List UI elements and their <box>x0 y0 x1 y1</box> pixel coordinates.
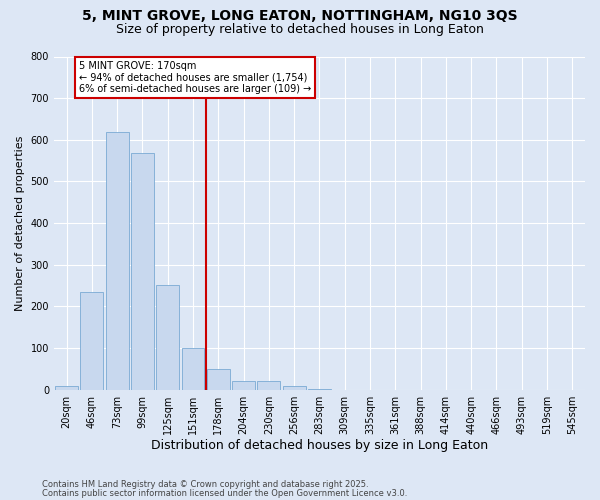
Text: 5 MINT GROVE: 170sqm
← 94% of detached houses are smaller (1,754)
6% of semi-det: 5 MINT GROVE: 170sqm ← 94% of detached h… <box>79 60 311 94</box>
Bar <box>131 153 154 390</box>
Bar <box>80 292 103 390</box>
Bar <box>55 386 78 390</box>
Bar <box>257 380 280 390</box>
Text: Contains public sector information licensed under the Open Government Licence v3: Contains public sector information licen… <box>42 488 407 498</box>
Bar <box>157 285 179 390</box>
Bar <box>283 386 305 390</box>
Bar <box>106 132 128 390</box>
Text: Size of property relative to detached houses in Long Eaton: Size of property relative to detached ho… <box>116 22 484 36</box>
Y-axis label: Number of detached properties: Number of detached properties <box>15 136 25 311</box>
Text: 5, MINT GROVE, LONG EATON, NOTTINGHAM, NG10 3QS: 5, MINT GROVE, LONG EATON, NOTTINGHAM, N… <box>82 9 518 23</box>
Bar <box>232 380 255 390</box>
Bar <box>308 389 331 390</box>
Bar <box>207 369 230 390</box>
Text: Contains HM Land Registry data © Crown copyright and database right 2025.: Contains HM Land Registry data © Crown c… <box>42 480 368 489</box>
X-axis label: Distribution of detached houses by size in Long Eaton: Distribution of detached houses by size … <box>151 440 488 452</box>
Bar <box>182 348 205 390</box>
